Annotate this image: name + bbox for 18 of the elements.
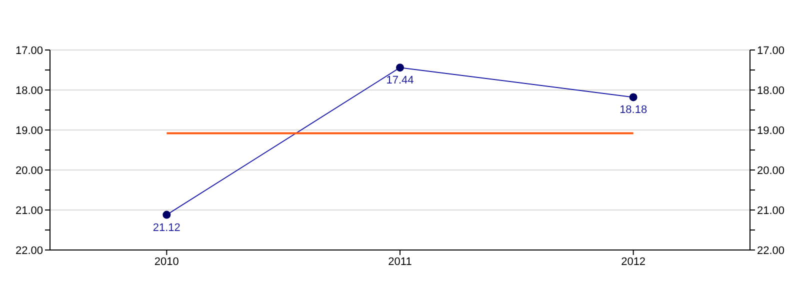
x-tick-label: 2010 — [154, 256, 179, 268]
y-tick-label: 18.00 — [15, 84, 43, 97]
y2-tick-label: 17.00 — [757, 44, 785, 57]
y2-tick-label: 19.00 — [757, 124, 785, 137]
y-tick-label: 17.00 — [15, 44, 43, 57]
y2-tick-label: 20.00 — [757, 164, 785, 177]
y2-tick-label: 21.00 — [757, 204, 785, 217]
x-tick-label: 2011 — [388, 256, 412, 268]
y-tick-label: 22.00 — [15, 244, 43, 257]
data-label: 18.18 — [620, 104, 648, 116]
data-label: 21.12 — [152, 222, 180, 234]
y2-tick-label: 18.00 — [757, 84, 785, 97]
y-tick-label: 19.00 — [15, 124, 43, 137]
y-tick-label: 20.00 — [15, 164, 43, 177]
x-tick-label: 2012 — [621, 256, 646, 268]
y-tick-label: 21.00 — [15, 204, 43, 217]
data-label: 17.44 — [386, 74, 414, 87]
y2-tick-label: 22.00 — [757, 244, 785, 257]
